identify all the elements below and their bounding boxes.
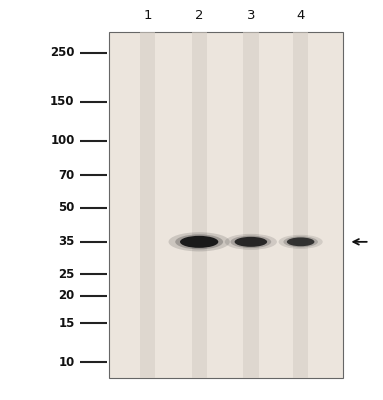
Text: 4: 4 <box>296 9 305 22</box>
Text: 20: 20 <box>59 289 75 302</box>
Ellipse shape <box>278 235 323 249</box>
Text: 2: 2 <box>195 9 203 22</box>
Ellipse shape <box>169 232 230 252</box>
Bar <box>109 32 343 378</box>
Ellipse shape <box>231 236 271 248</box>
Text: 50: 50 <box>58 201 75 214</box>
Ellipse shape <box>175 234 223 249</box>
Text: 15: 15 <box>58 317 75 330</box>
Text: 70: 70 <box>59 169 75 182</box>
Text: 10: 10 <box>59 356 75 369</box>
Text: 35: 35 <box>58 235 75 248</box>
Text: 3: 3 <box>247 9 255 22</box>
Bar <box>192 32 207 378</box>
Text: 250: 250 <box>50 46 75 59</box>
Text: 100: 100 <box>50 134 75 147</box>
Bar <box>140 32 155 378</box>
Text: 25: 25 <box>58 268 75 281</box>
Ellipse shape <box>287 238 314 246</box>
Text: 150: 150 <box>50 95 75 108</box>
Text: 1: 1 <box>143 9 152 22</box>
Bar <box>243 32 259 378</box>
Ellipse shape <box>180 236 218 248</box>
Ellipse shape <box>234 237 267 247</box>
Ellipse shape <box>283 236 318 247</box>
Ellipse shape <box>225 234 277 250</box>
Bar <box>293 32 308 378</box>
